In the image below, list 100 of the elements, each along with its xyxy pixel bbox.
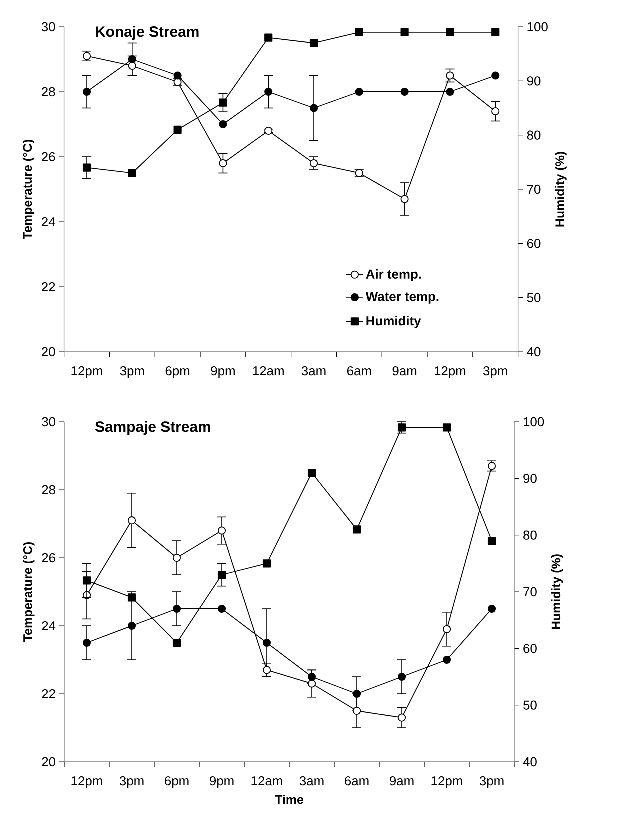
point xyxy=(264,34,273,42)
point xyxy=(128,622,136,630)
y-tick-label: 20 xyxy=(42,757,56,767)
point xyxy=(172,604,182,614)
y2-tick-label: 70 xyxy=(527,184,541,194)
y-tick-label: 22 xyxy=(42,689,56,699)
point xyxy=(82,164,92,172)
x-tick-label: 12pm xyxy=(72,776,102,788)
y2-tick-label: 80 xyxy=(524,530,537,540)
x-tick-label: 9am xyxy=(390,776,414,786)
point xyxy=(442,424,452,432)
x-tick-label: 9am xyxy=(392,366,417,376)
point xyxy=(400,88,409,96)
point xyxy=(218,526,226,535)
y2-tick-label: 60 xyxy=(524,644,537,654)
point xyxy=(308,468,316,478)
x-tick-label: 3pm xyxy=(120,776,144,788)
y-tick-label: 28 xyxy=(42,87,56,97)
y-tick-label: 30 xyxy=(42,22,56,32)
y-tick-label: 20 xyxy=(42,347,56,357)
x-tick-label: 3am xyxy=(302,366,326,376)
y-axis-title: Temperature (°C) xyxy=(22,140,35,240)
point xyxy=(355,28,364,36)
y-tick-label: 26 xyxy=(42,152,56,162)
x-tick-label: 6am xyxy=(345,776,369,786)
legend-label: Water temp. xyxy=(366,292,439,304)
point xyxy=(172,638,182,648)
y-tick-label: 30 xyxy=(42,417,56,427)
legend-label: Humidity xyxy=(366,316,422,328)
point xyxy=(446,28,454,36)
y2-tick-label: 50 xyxy=(524,700,537,710)
y2-axis-title: Humidity (%) xyxy=(551,554,564,630)
point xyxy=(446,72,454,80)
point xyxy=(219,159,228,168)
point xyxy=(262,666,272,674)
point xyxy=(352,706,362,716)
x-tick-label: 9pm xyxy=(211,366,235,378)
point xyxy=(352,526,362,534)
x-tick-label: 12am xyxy=(252,776,282,786)
y-tick-label: 28 xyxy=(42,485,56,495)
point xyxy=(128,594,136,602)
point xyxy=(310,104,318,112)
y-tick-label: 22 xyxy=(42,282,56,292)
point xyxy=(352,690,362,698)
point xyxy=(219,120,228,129)
point xyxy=(400,195,409,204)
point xyxy=(492,107,500,116)
point xyxy=(442,625,452,634)
point xyxy=(400,28,409,36)
x-axis-title: Time xyxy=(275,795,304,804)
point xyxy=(128,62,136,70)
point xyxy=(310,39,318,48)
x-tick-label: 6pm xyxy=(166,366,190,378)
x-tick-label: 6am xyxy=(347,366,372,376)
y-tick-label: 26 xyxy=(42,553,56,563)
x-tick-label: 3pm xyxy=(484,366,508,378)
y2-tick-label: 90 xyxy=(524,474,537,484)
point xyxy=(218,570,226,580)
point xyxy=(82,88,92,96)
x-tick-label: 3am xyxy=(300,776,324,786)
point xyxy=(174,126,182,134)
point xyxy=(128,55,136,64)
point xyxy=(172,554,182,562)
y2-tick-label: 40 xyxy=(527,347,541,357)
point xyxy=(488,536,496,546)
point xyxy=(82,638,92,648)
point xyxy=(446,88,454,96)
y2-tick-label: 40 xyxy=(523,757,537,767)
y-axis-title: Temperature (°C) xyxy=(23,542,35,642)
y2-tick-label: 50 xyxy=(527,293,541,302)
point xyxy=(262,560,272,568)
x-tick-label: 12am xyxy=(253,366,284,376)
y-tick-label: 24 xyxy=(42,217,56,227)
y2-tick-label: 100 xyxy=(528,22,548,32)
y2-tick-label: 90 xyxy=(527,76,541,86)
y2-axis-title: Humidity (%) xyxy=(555,152,567,227)
legend-label: Air temp. xyxy=(366,269,422,282)
point xyxy=(310,159,318,168)
point xyxy=(492,72,500,80)
x-tick-label: 12pm xyxy=(72,366,102,378)
point xyxy=(128,169,136,178)
point xyxy=(219,98,228,107)
y2-tick-label: 100 xyxy=(524,417,544,427)
x-tick-label: 12pm xyxy=(432,776,462,788)
point xyxy=(262,638,272,648)
point xyxy=(398,672,406,682)
y-tick-label: 24 xyxy=(42,621,56,631)
chart-title: Sampaje Stream xyxy=(95,421,210,436)
y2-tick-label: 70 xyxy=(524,587,537,597)
point xyxy=(128,516,136,525)
x-tick-label: 3pm xyxy=(480,776,504,788)
point xyxy=(218,604,226,614)
y2-tick-label: 60 xyxy=(527,239,541,248)
point xyxy=(488,604,496,614)
point xyxy=(492,28,500,36)
x-tick-label: 12pm xyxy=(434,366,466,378)
point xyxy=(174,72,182,80)
point xyxy=(82,576,92,585)
point xyxy=(398,714,406,722)
x-tick-label: 6pm xyxy=(165,776,189,788)
